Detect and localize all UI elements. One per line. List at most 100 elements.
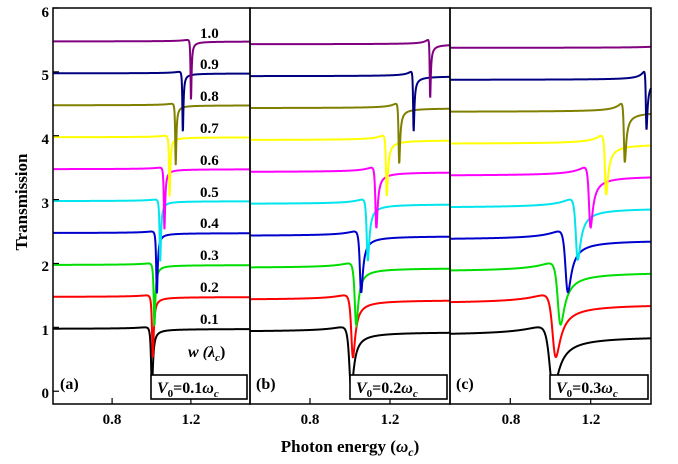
panel-label-b: (b) (256, 376, 276, 393)
curve-w-0-7 (450, 134, 652, 196)
annotation-a: V0=0.1ωc (157, 380, 219, 400)
curve-w-0-9 (53, 70, 250, 132)
y-tick-label: 3 (42, 196, 50, 212)
curve-w-0-4 (449, 230, 652, 294)
curve-label-1-0: 1.0 (200, 26, 219, 42)
curve-w-0-3 (52, 262, 250, 328)
x-label-omega: ω (396, 437, 408, 456)
panel-c: (c) V0=0.3ωc 0.8 1.2 (449, 7, 652, 428)
panel-label-c: (c) (456, 376, 474, 393)
w-label-close: ) (220, 344, 225, 361)
annotation-box-b (349, 374, 448, 400)
annotation-b: V0=0.2ωc (356, 380, 418, 400)
panel-b-curves (250, 38, 451, 391)
y-tick-label: 1 (42, 323, 50, 339)
curve-w-0-8 (450, 102, 652, 163)
w-label-main: w ( (188, 344, 210, 361)
curve-w-0-5 (250, 198, 450, 262)
w-lambda-label: w (λc) (188, 344, 225, 364)
x-tick-label: 0.8 (502, 412, 521, 428)
annot-c-omega: ω (601, 380, 613, 397)
panel-a: 1.0 0.9 0.8 0.7 0.6 0.5 0.4 0.3 0.2 0.1 … (52, 7, 251, 428)
curve-w-0-9 (450, 70, 652, 130)
y-axis-label: Transmission (12, 153, 31, 251)
y-tick-label: 5 (42, 68, 50, 84)
panel-b: (b) V0=0.2ωc 0.8 1.2 (249, 7, 451, 428)
y-tick-label: 2 (42, 259, 50, 275)
annot-c-v: V (556, 380, 568, 397)
annot-c-osub: c (613, 388, 618, 400)
x-tick-label: 1.2 (182, 412, 201, 428)
curve-w-1 (53, 38, 251, 100)
curve-label-0-8: 0.8 (200, 89, 219, 105)
curve-w-0-7 (53, 134, 250, 197)
annot-c-eq: =0.3 (572, 380, 601, 397)
panel-label-a: (a) (60, 376, 79, 393)
panel-a-ticks (53, 7, 192, 404)
curve-w-0-2 (449, 294, 652, 359)
curve-w-0-3 (449, 262, 652, 326)
panel-c-curves (449, 45, 652, 391)
curve-w-0-4 (53, 230, 250, 294)
curve-w-0-4 (250, 230, 450, 294)
curve-w-0-2 (250, 294, 451, 359)
x-tick-label: 0.8 (103, 412, 122, 428)
w-label-sub: c (215, 352, 220, 364)
curve-label-0-1: 0.1 (200, 312, 219, 328)
curve-w-0-6 (450, 166, 652, 230)
curve-w-0-8 (250, 102, 451, 164)
curve-w-0-6 (53, 166, 250, 230)
y-tick-label: 4 (42, 132, 50, 148)
annotation-c: V0=0.3ωc (556, 380, 618, 400)
curve-label-0-9: 0.9 (200, 57, 219, 73)
annot-b-v: V (356, 380, 368, 397)
y-tick-label: 6 (42, 5, 50, 21)
annot-a-sub: 0 (168, 388, 174, 400)
annotation-box-c (549, 374, 649, 400)
x-label-main: Photon energy ( (281, 437, 397, 456)
annot-a-omega: ω (202, 380, 214, 397)
curve-label-0-5: 0.5 (200, 185, 219, 201)
curve-w-0-9 (250, 70, 451, 132)
x-tick-label: 1.2 (582, 412, 601, 428)
curve-w-0-5 (53, 198, 250, 262)
x-axis-label: Photon energy (ωc) (281, 437, 420, 459)
curve-w-0-1 (449, 326, 651, 391)
curve-labels: 1.0 0.9 0.8 0.7 0.6 0.5 0.4 0.3 0.2 0.1 (200, 26, 219, 328)
curve-w-0-3 (250, 262, 450, 329)
curve-w-0-6 (250, 166, 450, 229)
panel-a-curves (52, 38, 251, 391)
annot-b-osub: c (413, 388, 418, 400)
x-tick-labels-a: 0.8 1.2 (103, 412, 201, 428)
y-tick-labels: 0 1 2 3 4 5 6 (42, 5, 50, 402)
annot-a-osub: c (214, 388, 219, 400)
x-tick-labels-b: 0.8 1.2 (301, 412, 400, 428)
curve-w-0-8 (52, 102, 250, 166)
curve-w-1 (250, 38, 451, 98)
annotation-box-a (150, 374, 248, 400)
annot-c-sub: 0 (567, 388, 573, 400)
w-label-lambda: λ (207, 344, 215, 361)
annot-b-eq: =0.2 (372, 380, 401, 397)
curve-w-1 (450, 45, 652, 49)
x-tick-labels-c: 0.8 1.2 (502, 412, 601, 428)
curve-w-0-2 (53, 294, 250, 358)
x-tick-label: 0.8 (301, 412, 320, 428)
curve-label-0-2: 0.2 (200, 280, 219, 296)
curve-w-0-5 (450, 198, 651, 262)
curve-label-0-4: 0.4 (200, 216, 219, 232)
y-tick-label: 0 (42, 386, 50, 402)
annot-b-sub: 0 (367, 388, 373, 400)
curve-label-0-3: 0.3 (200, 248, 219, 264)
annot-a-eq: =0.1 (173, 380, 202, 397)
x-label-close: ) (414, 437, 420, 456)
curve-w-0-7 (250, 134, 450, 197)
annot-a-v: V (157, 380, 169, 397)
panel-c-frame (449, 7, 652, 405)
x-tick-label: 1.2 (381, 412, 400, 428)
curve-label-0-6: 0.6 (200, 153, 219, 169)
curve-label-0-7: 0.7 (200, 121, 219, 137)
annot-b-omega: ω (401, 380, 413, 397)
x-label-sub: c (408, 445, 414, 459)
